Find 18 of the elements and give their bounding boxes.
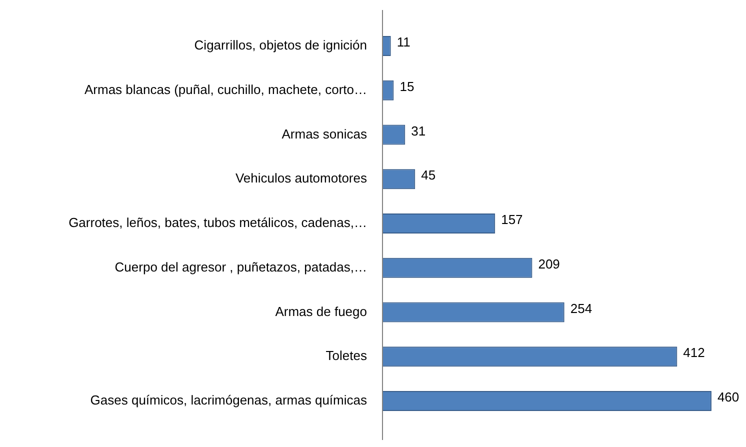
data-label: 412 [683,345,705,360]
y-tick-label: Armas sonicas [282,126,368,142]
y-tick-label: Toletes [326,348,368,364]
data-label: 209 [538,256,560,272]
data-label: 254 [570,300,592,316]
data-label: 15 [400,78,414,94]
y-tick-label: Gases químicos, lacrimógenas, armas químicas [90,392,368,408]
data-label: 31 [411,123,426,138]
y-tick-label: Cigarrillos, objetos de ignición [194,38,367,53]
y-tick-label: Armas blancas (puñal, cuchillo, machete, corto… [84,82,367,97]
data-label: 45 [421,168,436,183]
y-tick-label: Armas de fuego [275,304,367,319]
y-tick-label: Cuerpo del agresor , puñetazos, patadas,… [114,259,367,274]
data-label: 11 [396,34,410,50]
data-label: 157 [501,212,523,228]
y-tick-label: Garrotes, leños, bates, tubos metálicos, cadenas,… [68,215,367,230]
y-tick-label: Vehiculos automotores [235,170,368,186]
data-label: 460 [717,390,740,405]
